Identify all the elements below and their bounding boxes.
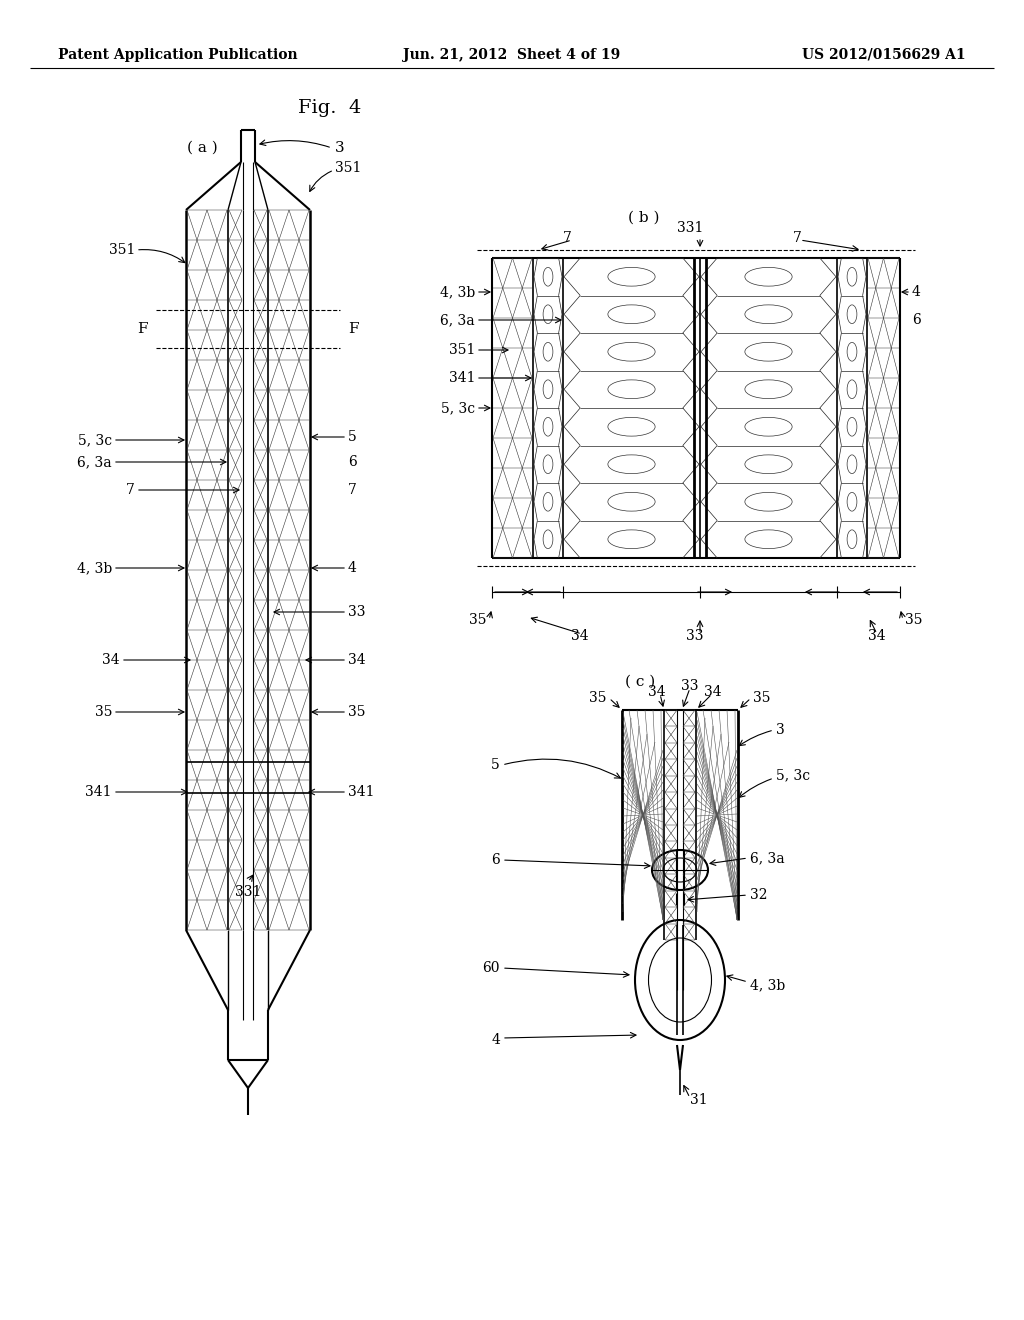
Text: 34: 34 [705,685,722,700]
Text: ( c ): ( c ) [625,675,655,689]
Text: 5, 3c: 5, 3c [776,768,810,781]
Text: Fig.  4: Fig. 4 [298,99,361,117]
Text: 33: 33 [348,605,366,619]
Text: 35: 35 [469,612,487,627]
Text: ( b ): ( b ) [629,211,659,224]
Text: 33: 33 [686,630,703,643]
Text: 341: 341 [348,785,375,799]
Text: 35: 35 [590,690,607,705]
Text: 351: 351 [335,161,361,176]
Text: 35: 35 [348,705,366,719]
Text: 3: 3 [335,141,345,154]
Text: 6, 3a: 6, 3a [750,851,784,865]
Text: F: F [137,322,148,337]
Text: 5, 3c: 5, 3c [441,401,475,414]
Text: 6, 3a: 6, 3a [78,455,112,469]
Text: Jun. 21, 2012  Sheet 4 of 19: Jun. 21, 2012 Sheet 4 of 19 [403,48,621,62]
Text: 7: 7 [348,483,357,498]
Text: 351: 351 [449,343,475,356]
Text: 341: 341 [85,785,112,799]
Text: 341: 341 [449,371,475,385]
Text: 4: 4 [492,1034,500,1047]
Text: 4: 4 [348,561,357,576]
Text: 6, 3a: 6, 3a [440,313,475,327]
Text: 32: 32 [750,888,768,902]
Text: 34: 34 [648,685,666,700]
Text: 5: 5 [348,430,356,444]
Text: 31: 31 [690,1093,708,1107]
Text: 6: 6 [348,455,356,469]
Text: 4, 3b: 4, 3b [77,561,112,576]
Text: 5: 5 [492,758,500,772]
Text: 35: 35 [753,690,770,705]
Text: 4, 3b: 4, 3b [439,285,475,300]
Text: 35: 35 [94,705,112,719]
Text: 5, 3c: 5, 3c [78,433,112,447]
Text: 34: 34 [348,653,366,667]
Text: 34: 34 [868,630,886,643]
Text: 6: 6 [492,853,500,867]
Text: 331: 331 [234,884,261,899]
Text: ( a ): ( a ) [186,141,217,154]
Text: 4, 3b: 4, 3b [750,978,785,993]
Text: US 2012/0156629 A1: US 2012/0156629 A1 [803,48,966,62]
Text: 33: 33 [681,678,698,693]
Text: 60: 60 [482,961,500,975]
Text: 4: 4 [912,285,921,300]
Text: 3: 3 [776,723,784,737]
Text: Patent Application Publication: Patent Application Publication [58,48,298,62]
Text: 351: 351 [109,243,135,257]
Text: 7: 7 [793,231,802,246]
Text: 7: 7 [126,483,135,498]
Text: 34: 34 [571,630,589,643]
Text: 35: 35 [905,612,923,627]
Text: 6: 6 [912,313,921,327]
Text: 331: 331 [677,220,703,235]
Text: 34: 34 [102,653,120,667]
Text: 7: 7 [563,231,571,246]
Text: F: F [348,322,358,337]
